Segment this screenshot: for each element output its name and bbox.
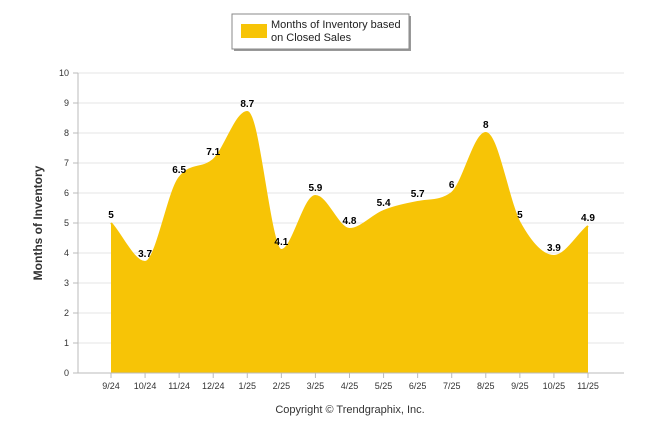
y-tick-label: 7 [64, 158, 69, 168]
x-tick-label-3/25: 3/25 [307, 381, 325, 391]
area-series [110, 110, 589, 373]
y-tick-label: 5 [64, 218, 69, 228]
data-label-3/25: 5.9 [308, 183, 322, 194]
data-label-9/24: 5 [108, 210, 114, 221]
y-tick-label: 4 [64, 248, 69, 258]
data-label-10/25: 3.9 [547, 243, 561, 254]
data-label-1/25: 8.7 [240, 99, 254, 110]
y-tick-labels: 0 1 2 3 4 5 6 7 8 9 10 [59, 68, 69, 378]
x-tick-label-6/25: 6/25 [409, 381, 427, 391]
data-label-2/25: 4.1 [274, 237, 288, 248]
data-label-5/25: 5.4 [377, 198, 391, 209]
data-label-7/25: 6 [449, 180, 455, 191]
x-tick-labels: 9/24 10/24 11/24 12/24 1/25 2/25 3/25 4/25 5/25 6… [102, 381, 599, 391]
y-tick-label: 0 [64, 368, 69, 378]
data-label-6/25: 5.7 [411, 189, 425, 200]
y-axis-title: Months of Inventory [31, 165, 45, 280]
x-tick-label-5/25: 5/25 [375, 381, 393, 391]
x-tick-label-11/25: 11/25 [577, 381, 599, 391]
data-label-11/25: 4.9 [581, 213, 595, 224]
y-tick-label: 6 [64, 188, 69, 198]
x-tick-label-8/25: 8/25 [477, 381, 495, 391]
legend-swatch [241, 24, 267, 38]
data-label-9/25: 5 [517, 210, 523, 221]
x-tick-label-9/25: 9/25 [511, 381, 529, 391]
copyright-text: Copyright © Trendgraphix, Inc. [275, 404, 424, 416]
legend-label-line-1: Months of Inventory based [271, 19, 401, 31]
y-tick-label: 9 [64, 98, 69, 108]
data-label-10/24: 3.7 [138, 249, 152, 260]
y-tick-label: 3 [64, 278, 69, 288]
x-tick-label-11/24: 11/24 [168, 381, 190, 391]
x-tick-label-10/24: 10/24 [134, 381, 157, 391]
data-labels: 5 3.7 6.5 7.1 8.7 4.1 5.9 4.8 5.4 5.7 6 8 5 3.9 4.9 [108, 99, 595, 260]
x-tick-label-7/25: 7/25 [443, 381, 461, 391]
x-tick-label-9/24: 9/24 [102, 381, 120, 391]
y-tick-label: 8 [64, 128, 69, 138]
legend-label-line-2: on Closed Sales [271, 32, 352, 44]
axes [73, 72, 624, 378]
data-label-11/24: 6.5 [172, 165, 186, 176]
x-tick-label-2/25: 2/25 [273, 381, 291, 391]
data-label-12/24: 7.1 [206, 147, 220, 158]
data-label-4/25: 4.8 [343, 216, 357, 227]
data-label-8/25: 8 [483, 120, 489, 131]
legend[interactable]: Months of Inventory based on Closed Sale… [231, 13, 411, 51]
area-fill [111, 112, 588, 373]
area-outline [110, 110, 589, 264]
x-tick-label-10/25: 10/25 [543, 381, 566, 391]
x-tick-label-1/25: 1/25 [239, 381, 257, 391]
y-tick-label: 1 [64, 338, 69, 348]
y-tick-label: 10 [59, 68, 69, 78]
y-tick-label: 2 [64, 308, 69, 318]
x-tick-label-12/24: 12/24 [202, 381, 225, 391]
x-tick-label-4/25: 4/25 [341, 381, 359, 391]
